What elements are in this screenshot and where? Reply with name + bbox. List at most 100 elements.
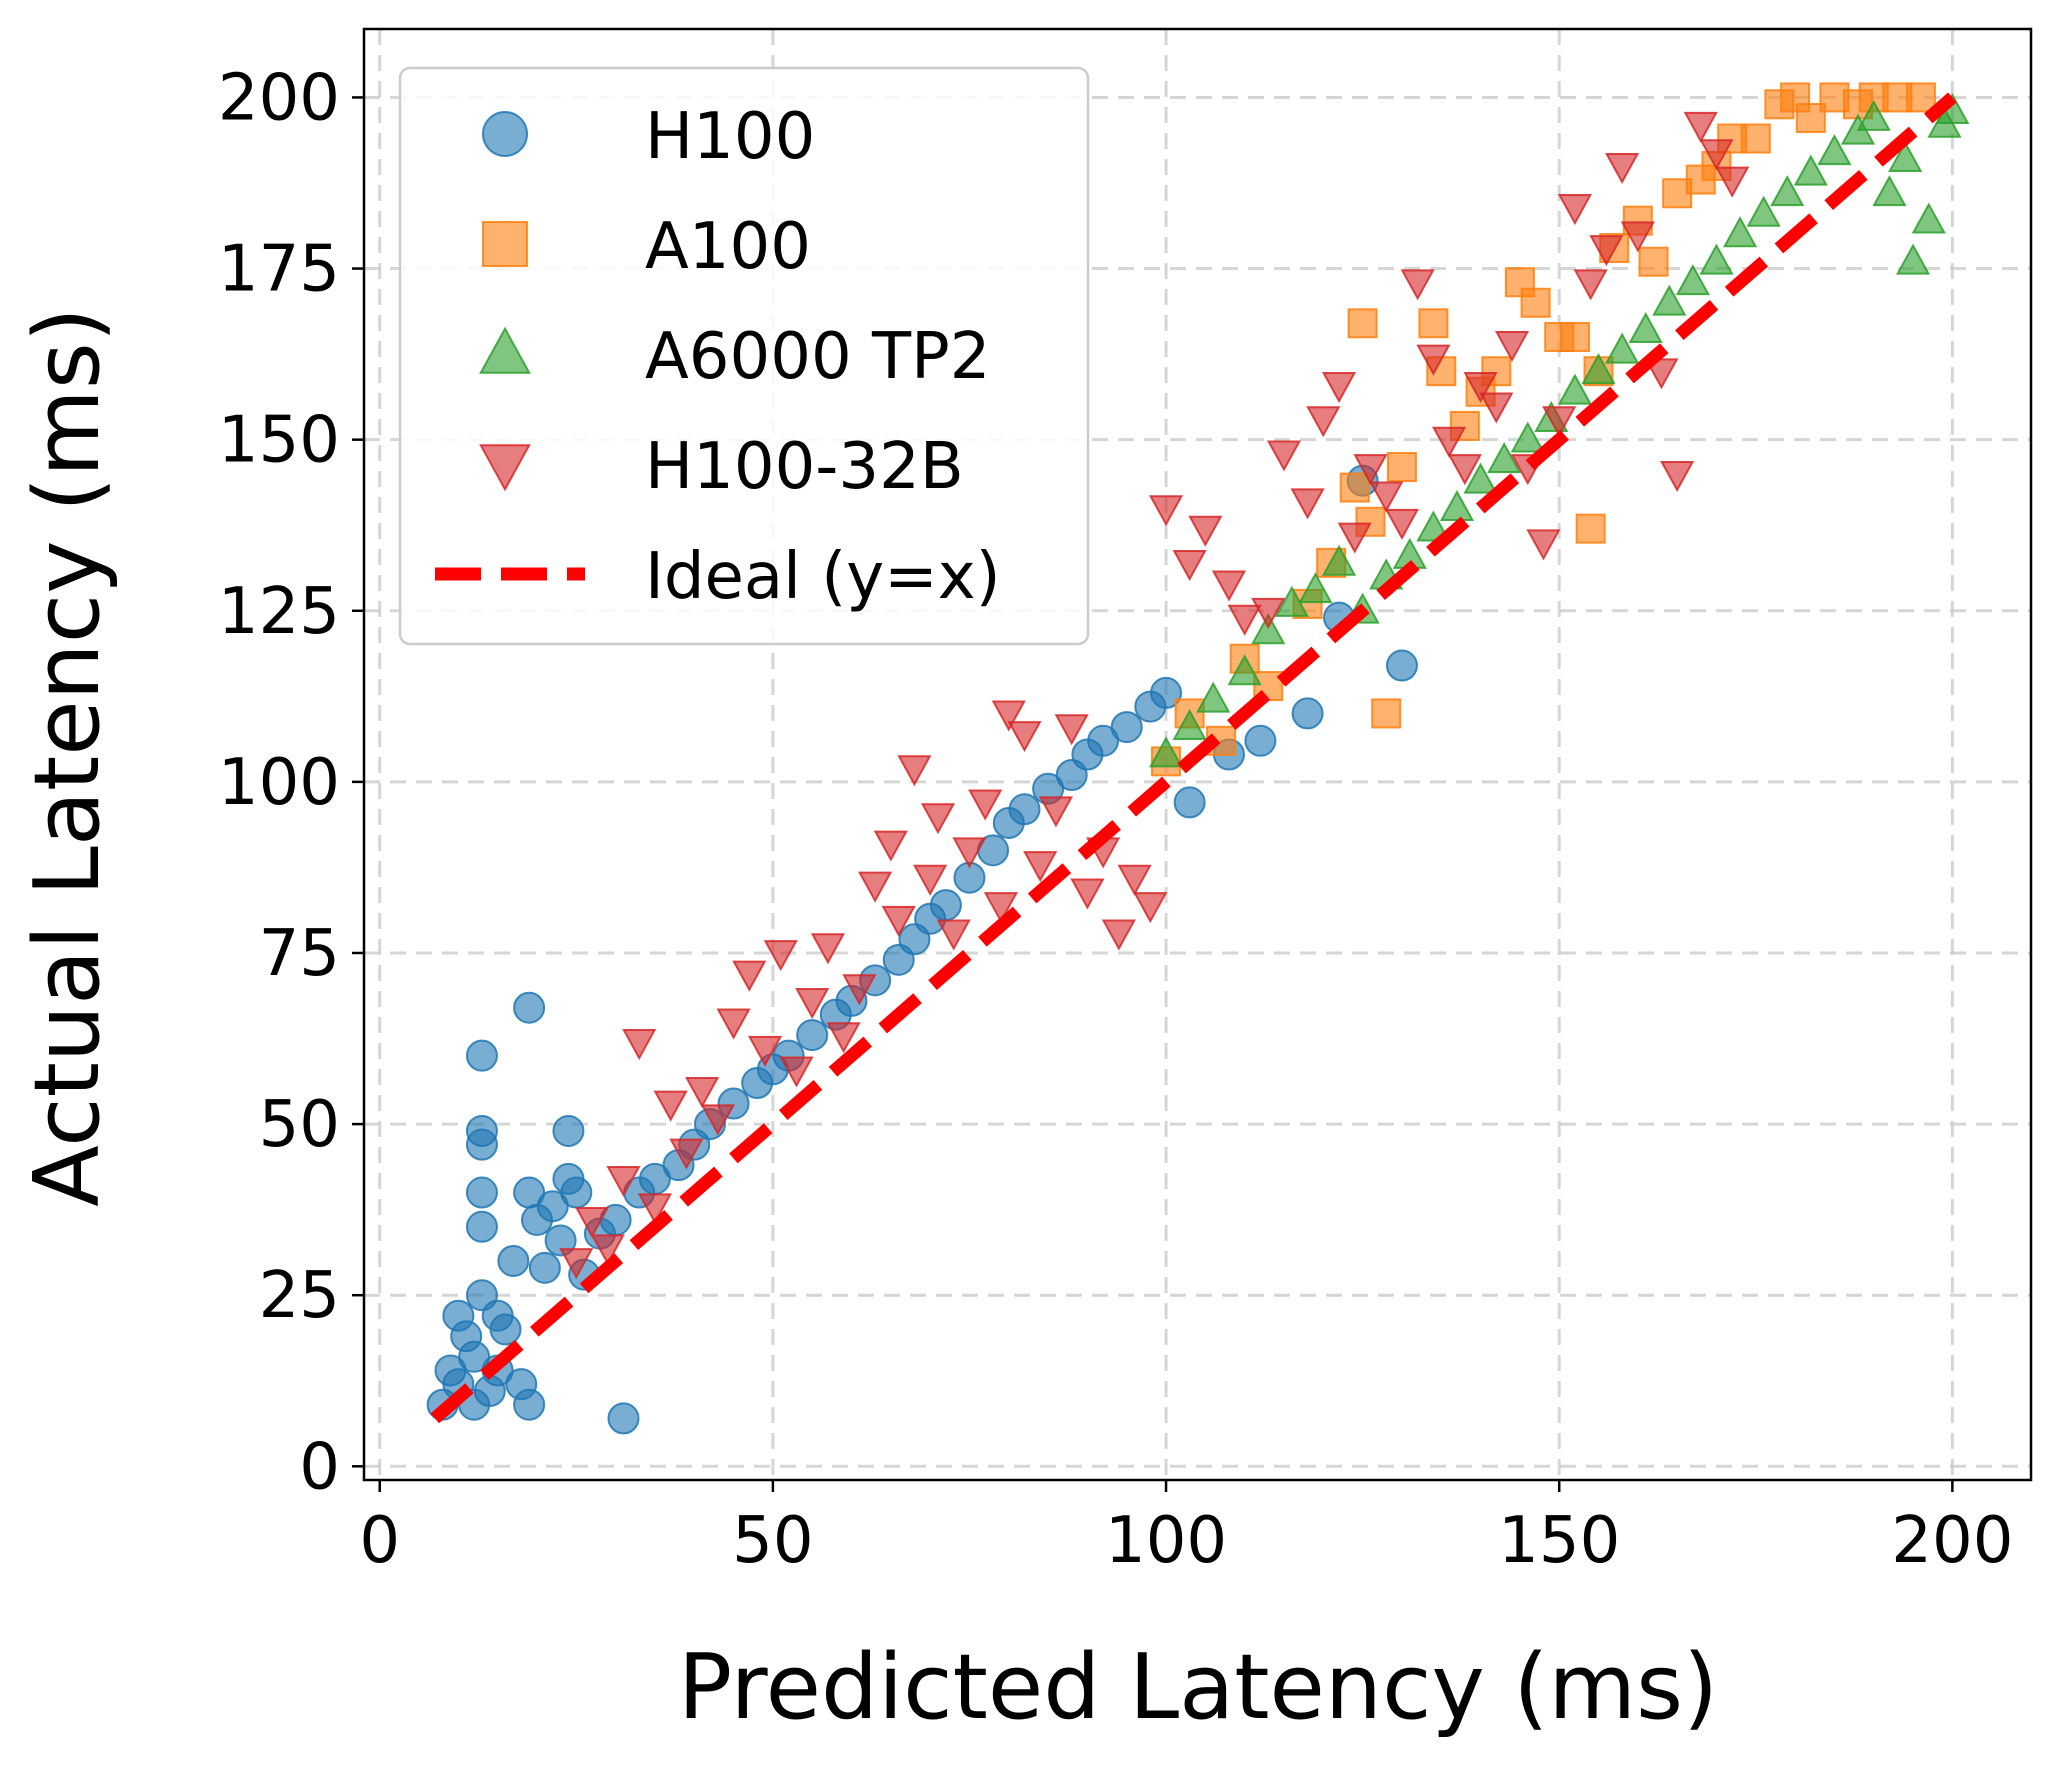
data-point bbox=[552, 1114, 585, 1147]
data-point bbox=[637, 1193, 673, 1225]
data-point bbox=[1895, 243, 1931, 275]
data-point bbox=[465, 1176, 498, 1209]
data-point bbox=[1101, 919, 1136, 951]
data-point bbox=[1386, 452, 1417, 483]
data-point bbox=[1172, 549, 1207, 582]
data-point bbox=[1173, 786, 1206, 819]
data-point bbox=[1054, 714, 1089, 746]
data-point bbox=[795, 987, 830, 1020]
grid-lines bbox=[364, 29, 2031, 1480]
data-point bbox=[544, 1224, 577, 1257]
data-point bbox=[1087, 724, 1120, 757]
y-axis-label: Actual Latency (ms) bbox=[15, 307, 120, 1207]
y-tick-label: 125 bbox=[218, 575, 340, 649]
data-point bbox=[1244, 724, 1277, 757]
data-point bbox=[497, 1244, 530, 1277]
data-point bbox=[1542, 406, 1577, 438]
data-point bbox=[465, 1210, 498, 1243]
x-tick-label: 150 bbox=[1498, 1504, 1620, 1578]
data-point bbox=[1780, 82, 1811, 113]
legend-label: A6000 TP2 bbox=[645, 320, 990, 394]
data-point bbox=[1347, 308, 1378, 339]
data-point bbox=[700, 1104, 735, 1136]
data-point bbox=[1675, 264, 1710, 296]
data-point bbox=[1722, 216, 1758, 248]
data-point bbox=[1353, 454, 1388, 486]
legend-marker-square bbox=[482, 221, 528, 267]
legend-marker-triangle-down bbox=[479, 444, 531, 492]
data-point bbox=[1905, 82, 1936, 113]
data-point bbox=[1644, 358, 1679, 390]
data-point bbox=[1856, 99, 1891, 131]
data-point bbox=[1110, 711, 1143, 744]
data-point bbox=[936, 919, 971, 951]
data-point bbox=[1038, 796, 1074, 828]
y-tick-label: 0 bbox=[299, 1430, 340, 1504]
data-point bbox=[1581, 353, 1616, 385]
data-point bbox=[1133, 892, 1168, 924]
data-point bbox=[1385, 649, 1418, 682]
data-point bbox=[465, 1039, 498, 1072]
series-h100-32b bbox=[559, 111, 1750, 1280]
series-a6000-tp2 bbox=[1148, 92, 1970, 768]
data-point bbox=[1463, 462, 1498, 494]
data-point bbox=[1148, 495, 1184, 527]
data-point bbox=[560, 1176, 593, 1209]
data-point bbox=[1266, 440, 1302, 472]
data-point bbox=[1479, 392, 1514, 424]
data-point bbox=[1306, 406, 1341, 438]
data-point bbox=[1510, 421, 1545, 453]
data-point bbox=[1339, 472, 1370, 503]
data-point bbox=[1023, 851, 1058, 883]
y-tick-label: 50 bbox=[259, 1088, 340, 1162]
y-tick-label: 75 bbox=[259, 917, 340, 991]
legend-label: Ideal (y=x) bbox=[645, 540, 1001, 614]
data-point bbox=[1251, 597, 1286, 629]
data-point bbox=[1494, 330, 1530, 363]
data-point bbox=[897, 755, 932, 787]
legend-marker-triangle-up bbox=[479, 326, 531, 374]
data-point bbox=[590, 1234, 625, 1266]
data-point bbox=[1321, 544, 1357, 576]
y-tick-label: 100 bbox=[218, 746, 340, 820]
data-point bbox=[1321, 372, 1357, 404]
data-point bbox=[559, 1248, 594, 1280]
data-point bbox=[796, 1019, 829, 1052]
data-point bbox=[1573, 269, 1608, 301]
data-point bbox=[1290, 488, 1325, 520]
data-point bbox=[1575, 513, 1606, 544]
data-point bbox=[1432, 426, 1467, 458]
data-point bbox=[653, 1090, 688, 1122]
data-point bbox=[1557, 373, 1593, 405]
plot-frame bbox=[362, 27, 2033, 1482]
data-point bbox=[858, 871, 893, 903]
data-point bbox=[1463, 372, 1498, 404]
data-point bbox=[1888, 140, 1923, 172]
data-point bbox=[1384, 508, 1420, 540]
data-point bbox=[1007, 721, 1042, 753]
data-point bbox=[1337, 522, 1372, 554]
data-point bbox=[968, 789, 1003, 821]
data-point bbox=[1416, 344, 1451, 376]
data-point bbox=[1439, 489, 1475, 522]
data-point bbox=[1628, 311, 1663, 344]
data-point bbox=[1369, 481, 1404, 513]
legend-box bbox=[398, 66, 1090, 646]
data-point bbox=[513, 991, 546, 1024]
legend: H100 A100 A6000 TP2 H100-32B Ideal (y=x) bbox=[398, 66, 1090, 646]
data-point bbox=[1371, 698, 1402, 729]
data-point bbox=[607, 1402, 640, 1435]
data-point bbox=[1817, 134, 1852, 166]
data-point bbox=[489, 1313, 522, 1346]
data-point bbox=[1117, 864, 1152, 896]
ideal-line-layer bbox=[430, 92, 1957, 1424]
legend-label: A100 bbox=[645, 210, 811, 284]
data-point bbox=[574, 1207, 610, 1239]
data-point bbox=[606, 1165, 641, 1198]
data-point bbox=[513, 1388, 546, 1421]
x-tick-label: 0 bbox=[359, 1504, 400, 1578]
data-point bbox=[1416, 510, 1451, 542]
data-point bbox=[1008, 793, 1041, 826]
data-point bbox=[1638, 246, 1669, 277]
x-tick-label: 50 bbox=[732, 1504, 813, 1578]
